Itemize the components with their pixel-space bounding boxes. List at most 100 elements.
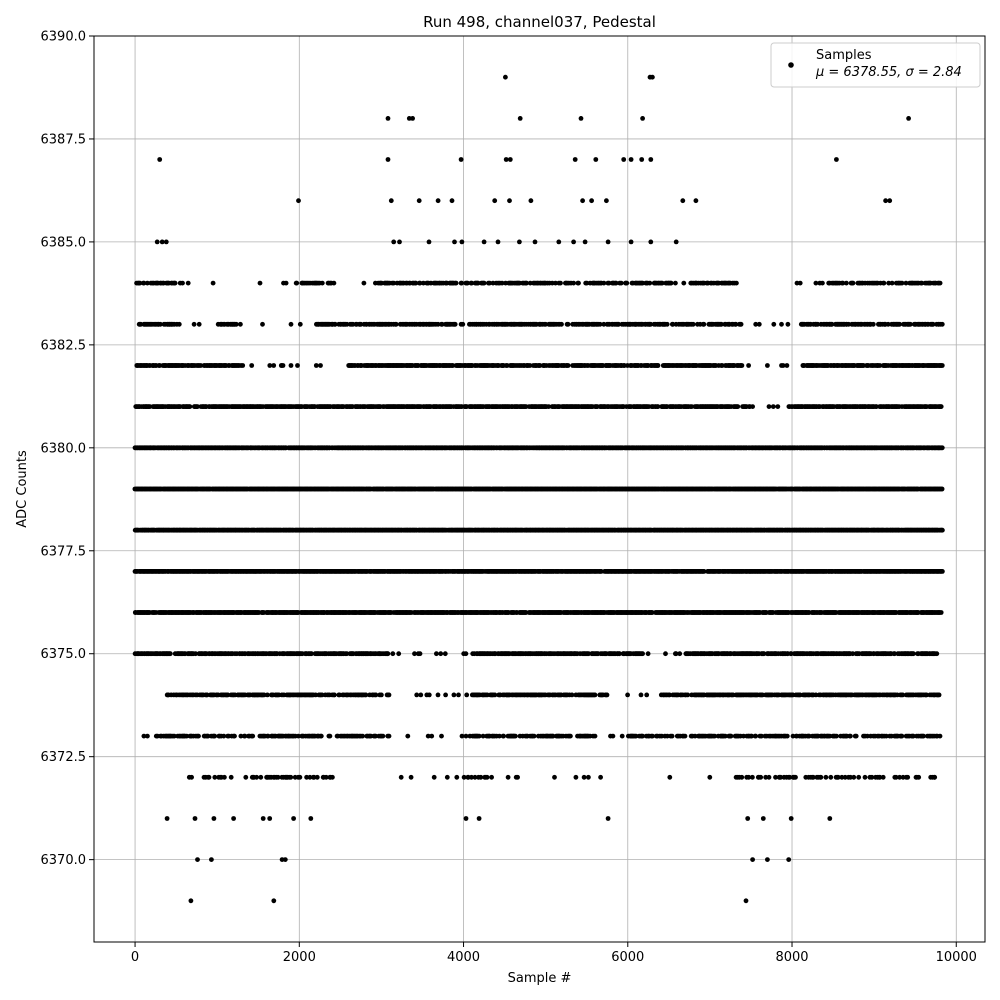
- data-point: [930, 321, 936, 327]
- data-point: [820, 280, 825, 286]
- data-point: [939, 445, 945, 451]
- data-point: [527, 363, 533, 368]
- data-point: [701, 321, 707, 327]
- data-points: [132, 74, 945, 904]
- data-point: [850, 280, 856, 286]
- data-point: [288, 363, 294, 368]
- data-point: [576, 280, 581, 286]
- data-point: [690, 321, 696, 327]
- data-point: [318, 363, 323, 368]
- data-point: [233, 321, 239, 327]
- data-point: [938, 404, 944, 409]
- data-point: [210, 280, 216, 286]
- data-point: [753, 321, 759, 327]
- data-point: [613, 280, 619, 286]
- data-point: [271, 363, 277, 368]
- data-point: [185, 280, 191, 286]
- data-point: [332, 321, 338, 327]
- data-point: [450, 363, 456, 368]
- data-point: [881, 280, 887, 286]
- data-point: [459, 280, 465, 286]
- data-point: [571, 280, 576, 286]
- data-point: [797, 280, 803, 286]
- data-point: [460, 321, 466, 327]
- data-point: [297, 321, 303, 327]
- data-point: [870, 321, 876, 327]
- data-point: [553, 280, 558, 286]
- data-point: [391, 280, 397, 286]
- data-point: [439, 321, 445, 327]
- data-point: [465, 280, 470, 286]
- data-point: [829, 321, 835, 327]
- data-point: [196, 321, 202, 327]
- data-point: [734, 280, 739, 286]
- data-point: [559, 321, 564, 327]
- data-point: [844, 280, 849, 286]
- data-point: [756, 321, 762, 327]
- data-point: [939, 486, 945, 492]
- data-point: [939, 321, 945, 327]
- data-point: [940, 527, 945, 533]
- data-point: [319, 280, 325, 286]
- data-point: [499, 280, 505, 286]
- data-point: [780, 363, 786, 368]
- data-point: [158, 321, 163, 327]
- data-point: [648, 321, 654, 327]
- data-point: [601, 280, 607, 286]
- data-point: [524, 280, 529, 286]
- data-point: [195, 404, 200, 409]
- data-point: [766, 404, 772, 409]
- data-point: [668, 280, 674, 286]
- data-point: [733, 321, 739, 327]
- data-point: [647, 280, 653, 286]
- data-point: [481, 280, 487, 286]
- data-point: [435, 321, 441, 327]
- data-point: [738, 321, 744, 327]
- data-point: [770, 404, 776, 409]
- data-point: [750, 404, 755, 409]
- data-point: [413, 280, 419, 286]
- data-point: [283, 280, 289, 286]
- data-point: [937, 280, 943, 286]
- data-point: [137, 280, 143, 286]
- data-point: [565, 363, 571, 368]
- data-point: [267, 363, 273, 368]
- data-point: [257, 280, 263, 286]
- data-point: [597, 321, 603, 327]
- data-point: [249, 363, 255, 368]
- data-point: [840, 280, 846, 286]
- data-point: [765, 363, 770, 368]
- data-point: [618, 280, 624, 286]
- data-point: [198, 363, 204, 368]
- data-point: [903, 280, 909, 286]
- data-point: [655, 363, 661, 368]
- data-point: [191, 321, 197, 327]
- data-point: [141, 280, 147, 286]
- data-point: [537, 363, 543, 368]
- data-point: [421, 280, 426, 286]
- data-point: [238, 321, 243, 327]
- data-point: [313, 363, 319, 368]
- data-point: [908, 321, 913, 327]
- data-point: [176, 321, 182, 327]
- data-point: [815, 321, 821, 327]
- data-point: [453, 280, 459, 286]
- data-point: [739, 363, 745, 368]
- data-point: [584, 280, 590, 286]
- data-point: [475, 280, 481, 286]
- data-point: [775, 404, 781, 409]
- data-point: [889, 280, 895, 286]
- data-point: [746, 363, 751, 368]
- data-point: [779, 321, 784, 327]
- data-point: [673, 280, 678, 286]
- data-point: [331, 280, 337, 286]
- data-point: [452, 321, 458, 327]
- data-point: [735, 404, 741, 409]
- data-point: [288, 321, 294, 327]
- data-point: [681, 280, 687, 286]
- data-point: [813, 280, 819, 286]
- data-point: [719, 363, 725, 368]
- data-point: [294, 280, 300, 286]
